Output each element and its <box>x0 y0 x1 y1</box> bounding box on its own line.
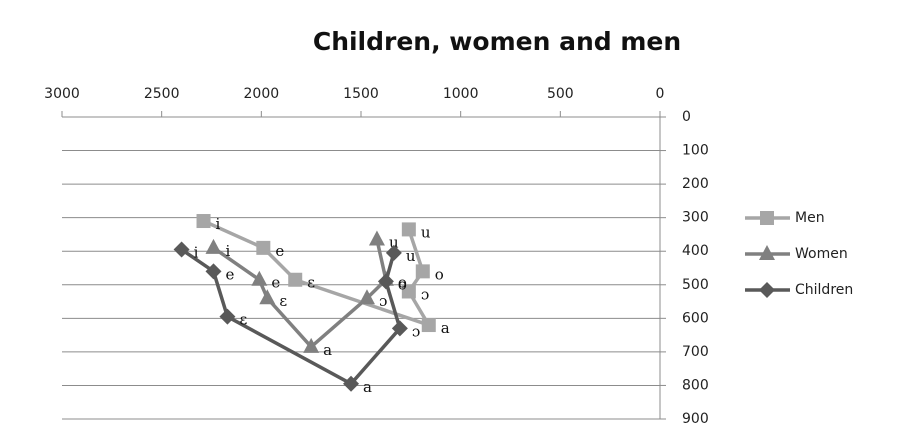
y-tick-label: 0 <box>682 109 691 125</box>
marker <box>205 263 222 280</box>
legend-marker <box>759 282 775 298</box>
x-tick-label: 1500 <box>343 86 379 102</box>
point-label: ɛ <box>279 292 287 310</box>
legend-label: Children <box>795 282 853 298</box>
marker <box>421 318 436 333</box>
marker <box>385 244 402 261</box>
y-tick-label: 300 <box>682 210 709 226</box>
marker <box>343 375 360 392</box>
point-label: ɛ <box>307 274 315 292</box>
marker <box>377 273 394 290</box>
legend-marker <box>760 211 774 225</box>
x-tick-label: 3000 <box>44 86 80 102</box>
marker <box>401 222 416 237</box>
point-label: ɔ <box>412 322 420 340</box>
marker <box>358 289 375 305</box>
y-tick-label: 100 <box>682 143 709 159</box>
marker <box>259 289 276 305</box>
marker <box>415 264 430 279</box>
chart-title: Children, women and men <box>313 27 681 56</box>
y-tick-label: 600 <box>682 310 709 326</box>
marker <box>219 308 236 325</box>
legend-label: Women <box>795 246 848 262</box>
point-label: o <box>398 274 407 292</box>
point-label: i <box>194 244 199 262</box>
y-tick-label: 500 <box>682 277 709 293</box>
point-label: u <box>421 223 431 241</box>
point-label: i <box>216 215 221 233</box>
series-line <box>212 239 388 350</box>
x-tick-label: 0 <box>656 86 665 102</box>
y-tick-label: 800 <box>682 377 709 393</box>
point-label: u <box>406 247 416 265</box>
y-tick-label: 200 <box>682 176 709 192</box>
marker <box>256 240 271 255</box>
marker <box>173 241 190 258</box>
point-label: o <box>398 275 407 293</box>
marker <box>368 230 385 246</box>
x-tick-label: 500 <box>547 86 574 102</box>
marker <box>196 214 211 229</box>
legend-label: Men <box>795 210 825 226</box>
point-label: i <box>225 242 230 260</box>
point-label: o <box>435 265 444 283</box>
x-tick-label: 2000 <box>244 86 280 102</box>
marker <box>303 337 320 353</box>
y-tick-label: 900 <box>682 411 709 427</box>
point-label: a <box>441 319 450 337</box>
x-tick-label: 2500 <box>144 86 180 102</box>
y-tick-label: 400 <box>682 243 709 259</box>
marker <box>391 320 408 337</box>
point-label: e <box>275 242 284 260</box>
marker <box>288 272 303 287</box>
point-label: a <box>363 378 372 396</box>
point-label: u <box>389 233 399 251</box>
marker <box>205 238 222 254</box>
marker <box>251 270 268 286</box>
point-label: ɔ <box>421 285 429 303</box>
point-label: a <box>323 341 332 359</box>
x-tick-label: 1000 <box>443 86 479 102</box>
point-label: ɛ <box>239 311 247 329</box>
point-label: e <box>225 265 234 283</box>
legend-marker <box>759 245 775 260</box>
point-label: e <box>271 274 280 292</box>
point-label: ɔ <box>379 292 387 310</box>
y-tick-label: 700 <box>682 344 709 360</box>
marker <box>401 284 416 299</box>
